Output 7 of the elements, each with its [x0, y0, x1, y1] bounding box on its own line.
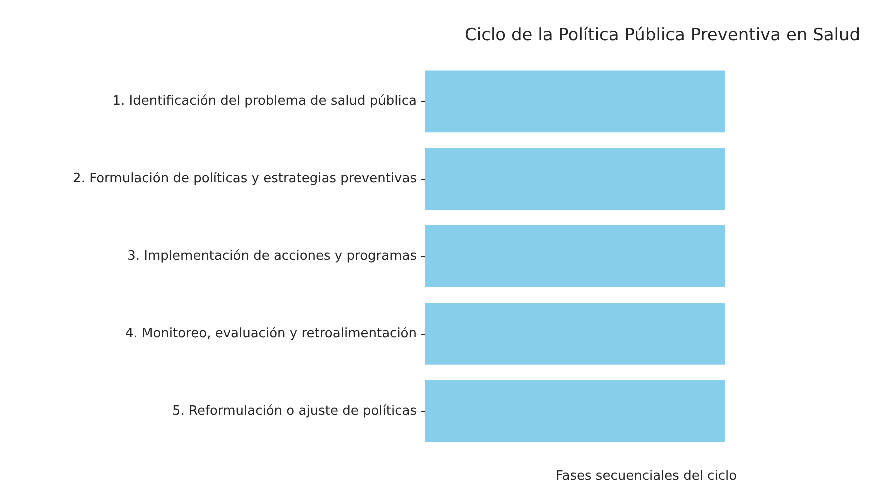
y-tick-label: 2. Formulación de políticas y estrategias preventivas — [73, 172, 418, 187]
y-tick-label: 1. Identificación del problema de salud pública — [112, 94, 417, 110]
y-tick-label: 5. Reformulación o ajuste de políticas — [172, 404, 418, 419]
y-tick-label: 4. Monitoreo, evaluación y retroalimentación — [125, 326, 417, 342]
x-axis-title: Fases secuenciales del ciclo — [556, 469, 738, 484]
chart-title: Ciclo de la Política Pública Preventiva en Salud — [465, 26, 861, 46]
y-tick-label: 3. Implementación de acciones y programas — [128, 249, 418, 264]
